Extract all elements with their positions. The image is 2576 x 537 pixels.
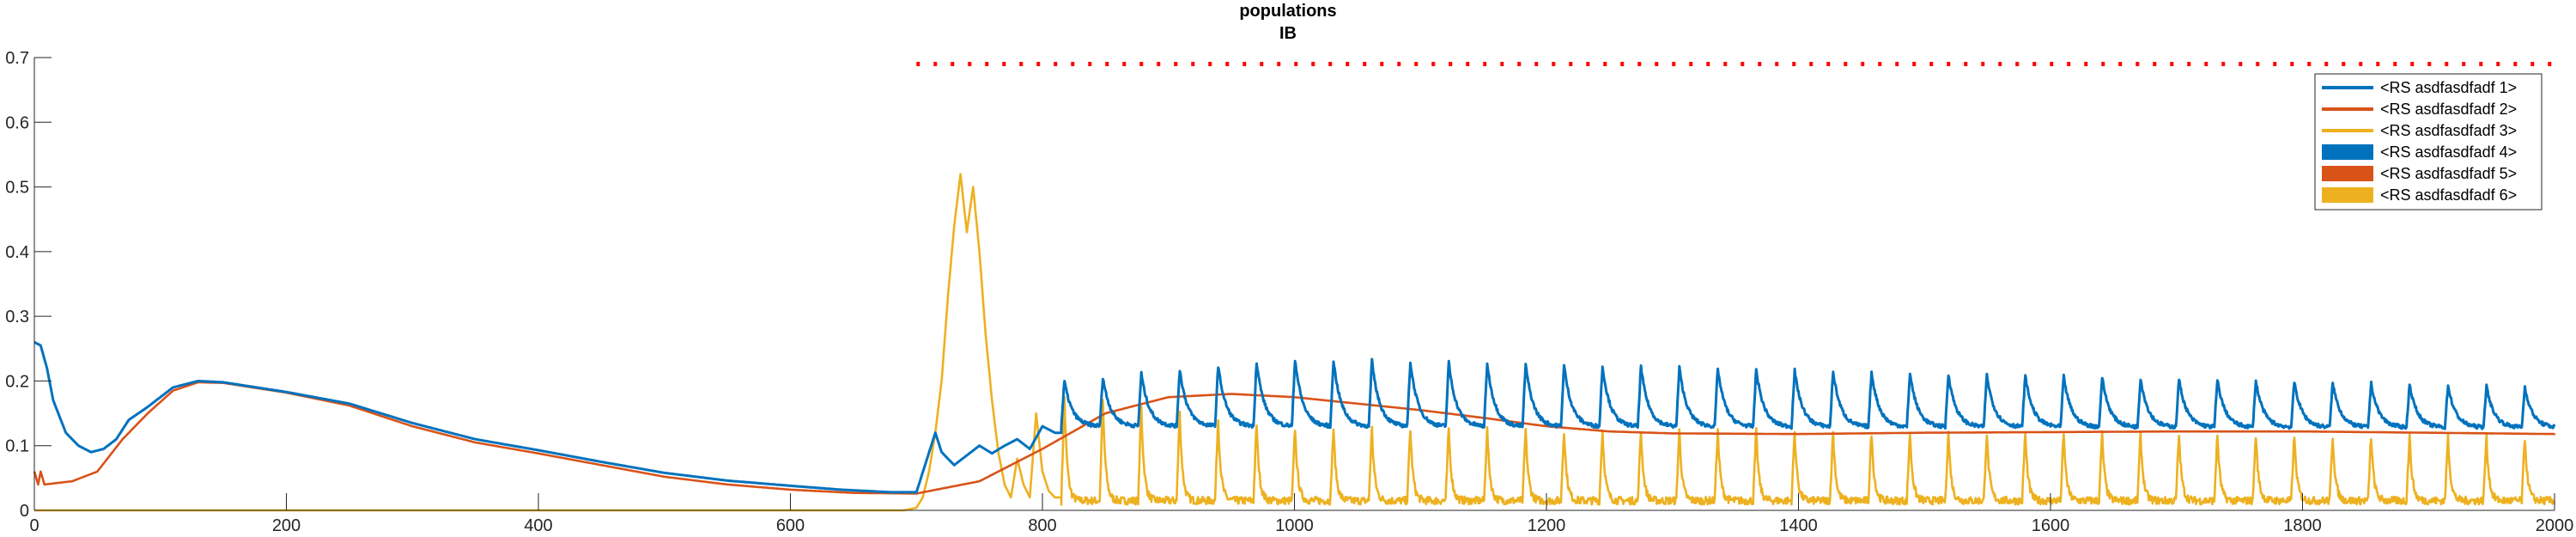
legend-label: <RS asdfasdfadf 1>: [2380, 79, 2517, 96]
chart-subtitle: IB: [1279, 24, 1297, 43]
y-tick-label: 0.1: [5, 437, 29, 456]
y-tick-label: 0.7: [5, 49, 29, 68]
x-tick-label: 200: [272, 516, 301, 535]
x-tick-label: 800: [1028, 516, 1056, 535]
y-tick-label: 0.2: [5, 372, 29, 391]
axes: 0 200 400 600 800 1000 1200 1400 1600 1800 2000 0 0.…: [5, 49, 2573, 535]
x-tick-label: 0: [29, 516, 39, 535]
legend-label: <RS asdfasdfadf 4>: [2380, 143, 2517, 161]
legend-label: <RS asdfasdfadf 6>: [2380, 186, 2517, 204]
y-tick-label: 0.6: [5, 113, 29, 132]
legend-swatch-patch: [2322, 144, 2373, 160]
legend-swatch-patch: [2322, 166, 2373, 181]
legend-label: <RS asdfasdfadf 3>: [2380, 122, 2517, 139]
x-tick-label: 1400: [1779, 516, 1818, 535]
series-2-line: [33, 381, 2556, 495]
plot-area: [33, 62, 2556, 512]
legend-label: <RS asdfasdfadf 2>: [2380, 101, 2517, 118]
y-tick-label: 0.5: [5, 179, 29, 198]
legend: <RS asdfasdfadf 1> <RS asdfasdfadf 2> <RS …: [2314, 73, 2543, 211]
x-tick-label: 2000: [2536, 516, 2574, 535]
series-1-line: [33, 340, 2556, 494]
series-3-line: [34, 173, 2556, 512]
y-tick-label: 0: [20, 502, 29, 521]
x-tick-label: 600: [776, 516, 805, 535]
x-tick-label: 1600: [2032, 516, 2070, 535]
legend-box: [2314, 73, 2543, 211]
legend-swatch-patch: [2322, 187, 2373, 203]
x-tick-label: 1800: [2283, 516, 2322, 535]
y-tick-label: 0.3: [5, 308, 29, 326]
y-tick-label: 0.4: [5, 243, 29, 262]
x-tick-label: 400: [524, 516, 552, 535]
chart-title: populations: [1239, 2, 1337, 21]
legend-label: <RS asdfasdfadf 5>: [2380, 165, 2517, 182]
x-tick-label: 1200: [1528, 516, 1566, 535]
x-tick-label: 1000: [1275, 516, 1314, 535]
